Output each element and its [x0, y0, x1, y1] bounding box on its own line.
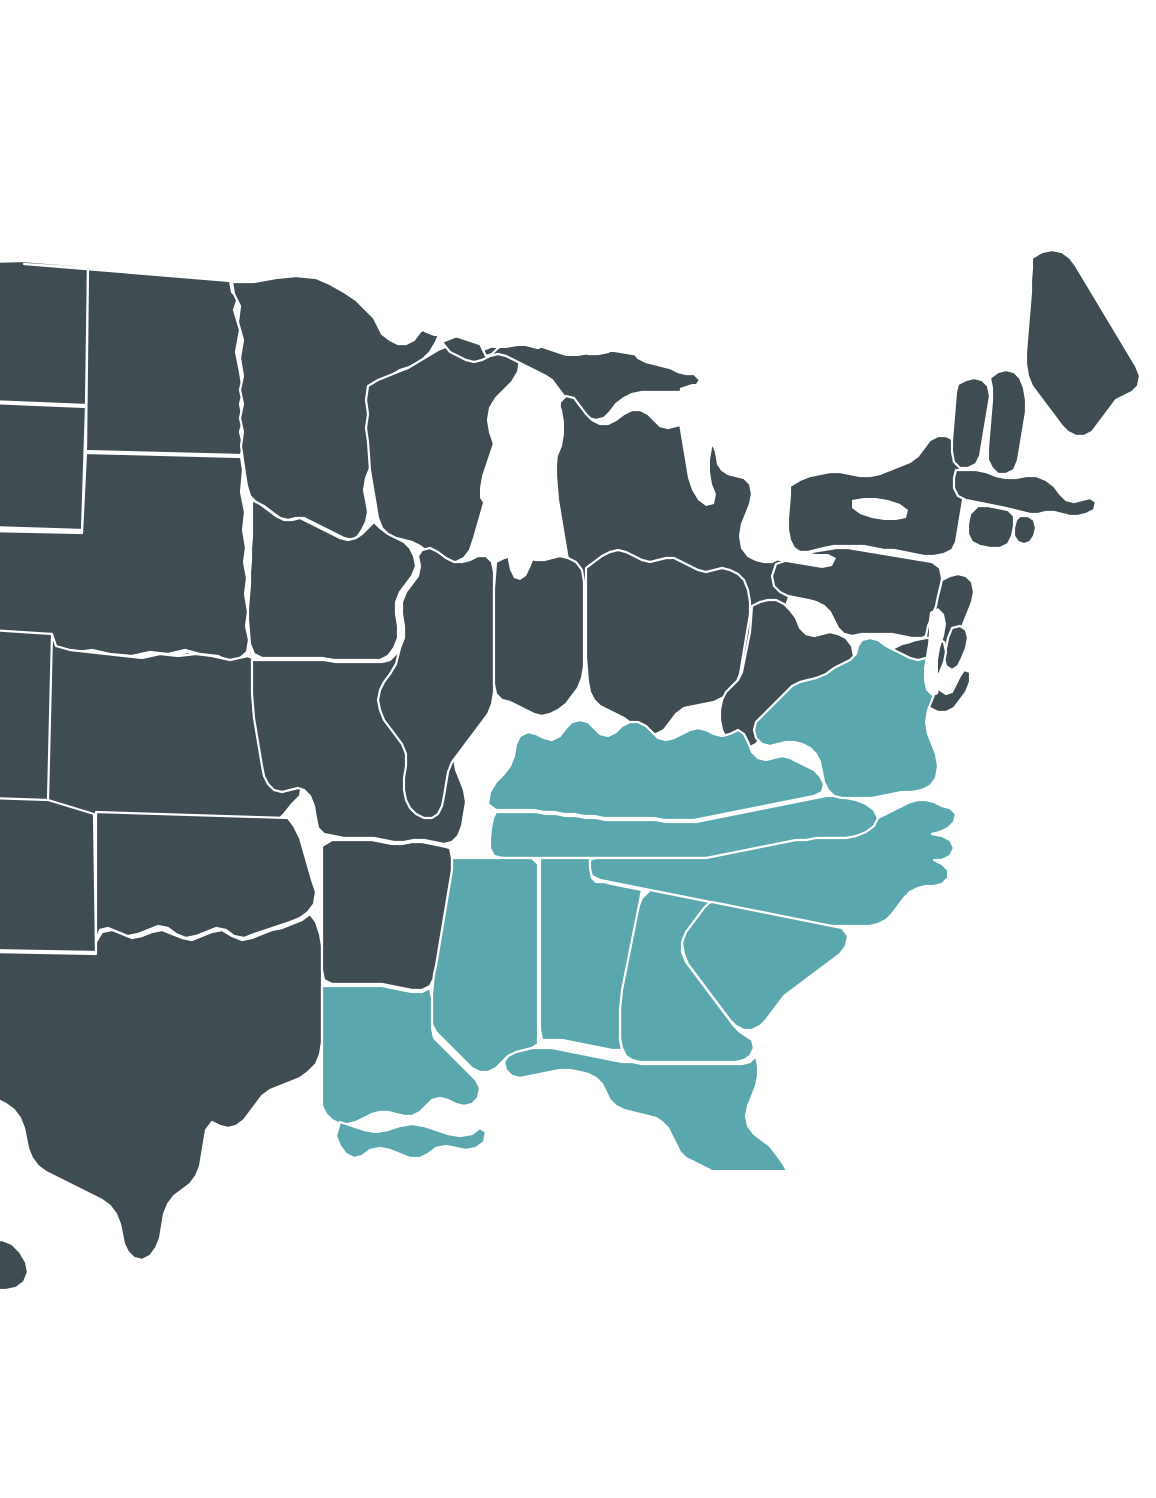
- lake-huron: [678, 384, 722, 506]
- state-MT[interactable]: [0, 261, 88, 405]
- state-AR[interactable]: [322, 840, 452, 990]
- state-VT[interactable]: [952, 378, 990, 468]
- lake-ontario: [852, 498, 908, 520]
- state-NY[interactable]: [788, 436, 966, 556]
- lake-erie: [742, 538, 836, 568]
- chesapeake-bay: [924, 608, 946, 696]
- lake-michigan-green-bay: [480, 396, 520, 504]
- lake-michigan: [508, 392, 564, 580]
- state-LA[interactable]: [322, 986, 480, 1124]
- state-IA[interactable]: [248, 500, 416, 660]
- state-IN[interactable]: [494, 556, 584, 716]
- highlighted-states-layer: [322, 638, 956, 1312]
- state-MS[interactable]: [432, 858, 538, 1072]
- gulf-of-mexico-mask: [0, 1170, 1156, 1498]
- state-VA[interactable]: [754, 638, 938, 798]
- state-IL[interactable]: [378, 548, 494, 818]
- state-OK2[interactable]: [96, 812, 316, 940]
- state-MA[interactable]: [954, 470, 1096, 516]
- state-RI[interactable]: [1014, 516, 1036, 544]
- state-MN[interactable]: [232, 276, 440, 540]
- lake-superior: [418, 312, 652, 356]
- state-AL[interactable]: [540, 858, 642, 1050]
- state-TX-tip[interactable]: [0, 1240, 28, 1290]
- water-layer: [0, 312, 1156, 1498]
- state-OK[interactable]: [0, 630, 96, 952]
- base-states-layer: [0, 250, 1140, 1290]
- state-KY[interactable]: [488, 720, 824, 820]
- state-TX[interactable]: [0, 914, 322, 1260]
- coastline-detail-la: [336, 1122, 486, 1158]
- state-WY[interactable]: [0, 403, 86, 530]
- state-CT[interactable]: [968, 506, 1014, 548]
- state-NH[interactable]: [988, 370, 1026, 474]
- state-ME[interactable]: [1026, 250, 1140, 436]
- state-SC[interactable]: [682, 902, 848, 1030]
